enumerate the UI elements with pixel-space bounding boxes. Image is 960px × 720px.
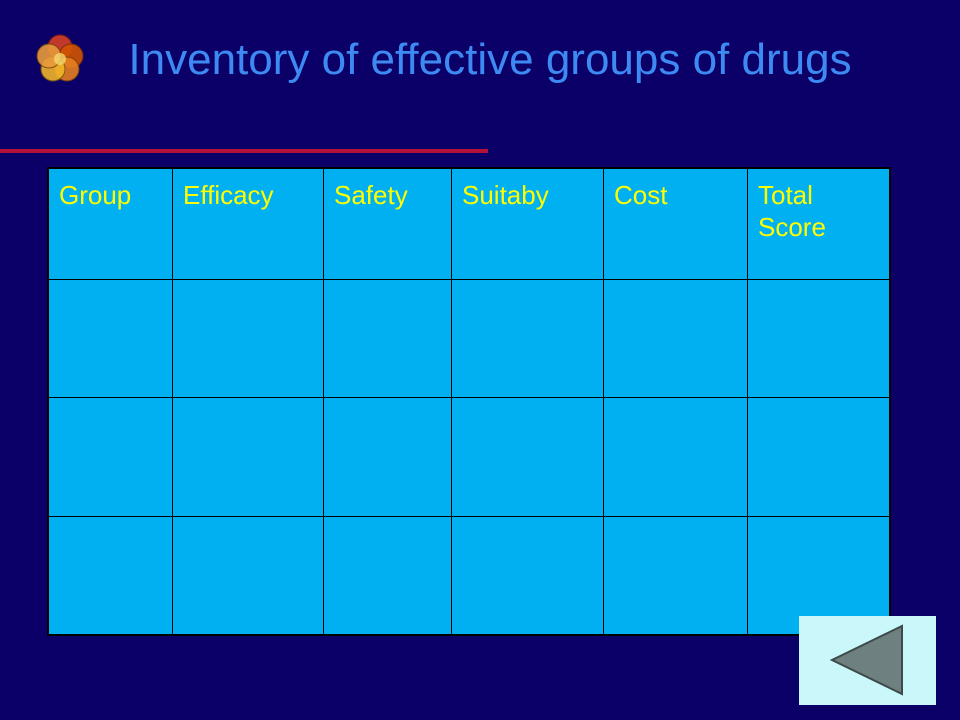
table-cell: [172, 397, 324, 517]
slide-title: Inventory of effective groups of drugs: [128, 35, 852, 84]
table-cell: [747, 279, 891, 399]
table-cell: [323, 279, 452, 399]
table-cell: [323, 397, 452, 517]
table-cell: [47, 515, 173, 636]
table-cell: [451, 515, 604, 636]
table-cell: [47, 279, 173, 399]
table-cell: [47, 397, 173, 517]
table-header-row: Group Efficacy Safety Suitaby Cost Total…: [47, 167, 891, 281]
table-row: [47, 279, 891, 399]
column-header-group: Group: [47, 167, 173, 281]
table-cell: [603, 279, 748, 399]
table-cell: [451, 397, 604, 517]
column-header-efficacy: Efficacy: [172, 167, 324, 281]
triangle-left-icon: [829, 624, 903, 696]
column-header-safety: Safety: [323, 167, 452, 281]
table-cell: [172, 515, 324, 636]
table-cell: [603, 515, 748, 636]
table-cell: [747, 515, 891, 636]
table-cell: [451, 279, 604, 399]
column-header-suitaby: Suitaby: [451, 167, 604, 281]
table-row: [47, 515, 891, 636]
table-cell: [747, 397, 891, 517]
table-row: [47, 397, 891, 517]
column-header-total-score: Total Score: [747, 167, 891, 281]
column-header-cost: Cost: [603, 167, 748, 281]
table-cell: [323, 515, 452, 636]
table-cell: [172, 279, 324, 399]
title-divider: [0, 149, 488, 153]
back-nav-button[interactable]: [799, 616, 936, 705]
scoring-table: Group Efficacy Safety Suitaby Cost Total…: [47, 167, 891, 636]
flower-logo-icon: [36, 34, 84, 82]
table-cell: [603, 397, 748, 517]
